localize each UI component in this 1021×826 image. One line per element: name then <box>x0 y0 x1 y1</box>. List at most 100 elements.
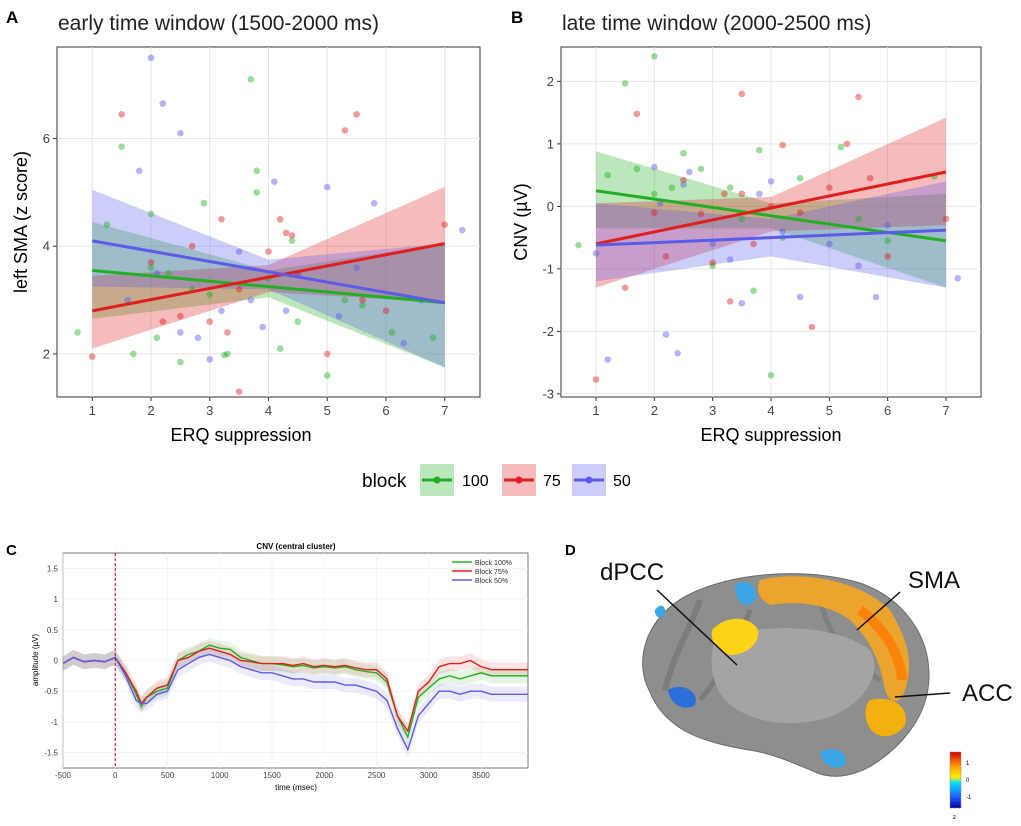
panel-b-ci-band-75 <box>596 117 946 288</box>
panel-a-point-75 <box>341 127 349 134</box>
panel-a-ytick-label: 6 <box>43 131 50 146</box>
panel-b-point-50 <box>756 190 763 198</box>
panel-a-point-100 <box>341 296 349 304</box>
panel-b-point-75 <box>651 209 658 216</box>
legend-item-50: 50 <box>572 464 631 496</box>
legend-title: block <box>362 471 407 492</box>
panel-b-point-75 <box>843 140 851 148</box>
panel-a-point-100 <box>294 318 302 325</box>
panel-b-point-75 <box>680 176 687 184</box>
panel-b-point-100 <box>837 143 845 151</box>
panel-a-point-100 <box>276 345 284 352</box>
panel-a-xtick-label: 6 <box>382 403 389 418</box>
panel-a-xlabel: ERQ suppression <box>170 425 311 445</box>
legend-dot-100 <box>433 476 441 484</box>
panel-b-point-50 <box>680 181 687 188</box>
panel-a-point-100 <box>74 329 81 336</box>
region-label-acc: ACC <box>962 680 1013 707</box>
panel-a-ytick-label: 2 <box>43 346 50 361</box>
panel-b-xtick-label: 1 <box>592 403 599 418</box>
panel-c-xtick-label: -500 <box>55 771 72 780</box>
legend-dot-75 <box>515 476 523 484</box>
panel-c-ytick-label: -1.5 <box>44 749 58 758</box>
panel-a-fit-line-100 <box>92 268 445 305</box>
panel-b-point-100 <box>668 184 676 191</box>
panel-b-xtick-label: 6 <box>884 403 891 418</box>
panel-b-point-75 <box>942 215 950 223</box>
panel-a-xtick-label: 4 <box>265 403 272 418</box>
panel-b-point-75 <box>662 253 670 260</box>
activation-negative-3 <box>820 749 846 768</box>
panel-b-xlabel: ERQ suppression <box>700 425 841 445</box>
panel-c-ytick-label: -1 <box>51 718 59 727</box>
panel-a-point-100 <box>247 76 255 83</box>
panel-b-point-75 <box>738 190 746 198</box>
panel-a-ylabel: left SMA (z score) <box>11 151 31 293</box>
panel-c-xlabel: time (msec) <box>275 783 317 792</box>
panel-b-point-100 <box>767 371 775 379</box>
panel-a-point-100 <box>206 291 214 298</box>
panel-c-ytick-label: -0.5 <box>44 687 58 696</box>
panel-a-ytick-label: 4 <box>43 239 50 254</box>
panel-b-point-100 <box>738 215 746 223</box>
panel-a-ci-band-75 <box>92 187 445 349</box>
panel-a-point-50 <box>459 226 466 234</box>
panel-b-point-50 <box>686 168 693 176</box>
panel-a-point-50 <box>370 199 378 207</box>
panel-b-point-50 <box>674 349 681 357</box>
panel-a-point-75 <box>282 229 290 237</box>
activation-sma-core <box>856 606 907 681</box>
panel-b-xtick-label: 3 <box>709 403 716 418</box>
panel-c-legend-label-0: Block 100% <box>475 560 512 567</box>
panel-b-point-75 <box>633 110 641 118</box>
panel-b-point-50 <box>726 256 734 263</box>
panel-b-xtick-label: 4 <box>767 403 774 418</box>
panel-a-title: early time window (1500-2000 ms) <box>58 12 379 35</box>
activation-acc <box>865 698 906 737</box>
panel-a-point-100 <box>323 372 331 379</box>
panel-b-point-100 <box>709 262 716 270</box>
panel-a-point-50 <box>147 54 155 62</box>
panel-a-fit-lines <box>91 239 446 313</box>
panel-b-point-100 <box>855 215 862 223</box>
panel-a-point-75 <box>147 259 155 266</box>
panel-b-ci-bands <box>596 117 946 288</box>
panel-b-ytick-label: 0 <box>547 199 554 214</box>
panel-b-letter: B <box>511 8 523 27</box>
brain-medial-wall <box>711 628 875 724</box>
panel-a-point-75 <box>224 329 231 336</box>
panel-a-point-75 <box>441 221 449 228</box>
panel-b-point-100 <box>726 184 734 191</box>
panel-b-point-50 <box>779 228 786 235</box>
panel-c-legend: Block 100% Block 75% Block 50% <box>452 560 512 585</box>
panel-a-point-100 <box>200 199 208 207</box>
panel-a-point-50 <box>194 334 202 342</box>
legend-item-75: 75 <box>502 464 561 496</box>
panel-b-ytick-label: -3 <box>542 386 554 401</box>
panel-c-line-0 <box>63 644 528 740</box>
panel-a-point-75 <box>323 350 331 358</box>
panel-c-ticks: -500 0 500 1000 1500 2000 2500 3000 3500 1.5 1 0.5 0… <box>44 564 490 780</box>
panel-a-point-100 <box>177 358 184 366</box>
activation-negative-2 <box>668 686 696 708</box>
panel-a-point-100 <box>253 167 261 175</box>
panel-a-point-100 <box>221 351 228 359</box>
legend: block 100 75 50 <box>362 464 631 496</box>
panel-c-xtick-label: 1000 <box>211 771 229 780</box>
panel-b-point-100 <box>884 237 891 245</box>
brain-sulcus <box>662 599 703 691</box>
panel-b-point-100 <box>796 174 804 182</box>
panel-a-point-100 <box>165 269 172 277</box>
panel-b-point-50 <box>884 221 891 229</box>
panel-a-ticks: 1 2 3 4 5 6 7 2 4 6 <box>43 131 449 418</box>
panel-c-xtick-label: 3000 <box>420 771 438 780</box>
panel-a-point-75 <box>118 111 125 118</box>
panel-b-ytick-label: -1 <box>542 261 554 276</box>
panel-b-point-50 <box>767 178 775 185</box>
panel-c-ytick-label: 1.5 <box>47 564 59 573</box>
colorbar-tick: 0 <box>966 778 970 784</box>
panel-b-point-100 <box>651 190 658 198</box>
panel-a-point-75 <box>359 296 366 304</box>
panel-b-ytick-label: 1 <box>547 136 554 151</box>
